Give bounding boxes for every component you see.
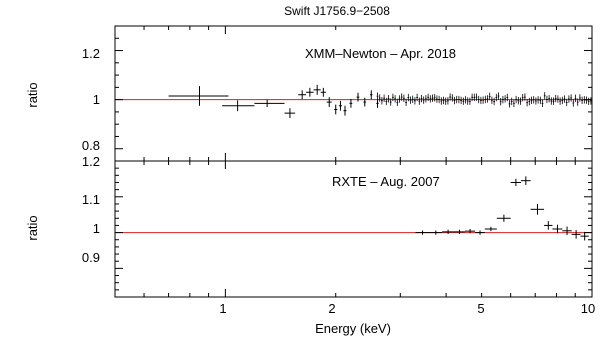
ytick-label-1.2: 1.2 <box>82 46 100 61</box>
data-points-xmm <box>168 84 592 119</box>
ytick-label-1-bottom: 1 <box>93 221 100 236</box>
xtick-label-5: 5 <box>477 301 484 316</box>
xlabel: Energy (keV) <box>315 321 391 336</box>
ticks-top <box>115 25 593 162</box>
ytick-label-1: 1 <box>93 92 100 107</box>
xtick-label-10: 10 <box>581 301 595 316</box>
xtick-label-1: 1 <box>219 301 226 316</box>
annotation-rxte: RXTE – Aug. 2007 <box>332 174 440 189</box>
panel-top-xmm: XMM–Newton – Apr. 2018 ratio 0.8 1 1.2 <box>25 25 593 162</box>
ytick-label-0.8: 0.8 <box>82 138 100 153</box>
xtick-label-2: 2 <box>328 301 335 316</box>
panel-bottom-frame <box>114 160 593 298</box>
ytick-label-1.2-bottom: 1.2 <box>82 154 100 169</box>
ylabel-top: ratio <box>25 82 40 107</box>
ytick-label-1.1: 1.1 <box>82 192 100 207</box>
ylabel-bottom: ratio <box>25 215 40 240</box>
panel-bottom-rxte: RXTE – Aug. 2007 ratio 0.9 1 1.1 1.2 1 2… <box>25 154 595 336</box>
data-points-rxte <box>415 176 589 241</box>
ytick-label-0.9: 0.9 <box>82 250 100 265</box>
figure-title: Swift J1756.9−2508 <box>284 4 390 18</box>
ticks-bottom <box>115 160 593 298</box>
annotation-xmm: XMM–Newton – Apr. 2018 <box>305 46 456 61</box>
